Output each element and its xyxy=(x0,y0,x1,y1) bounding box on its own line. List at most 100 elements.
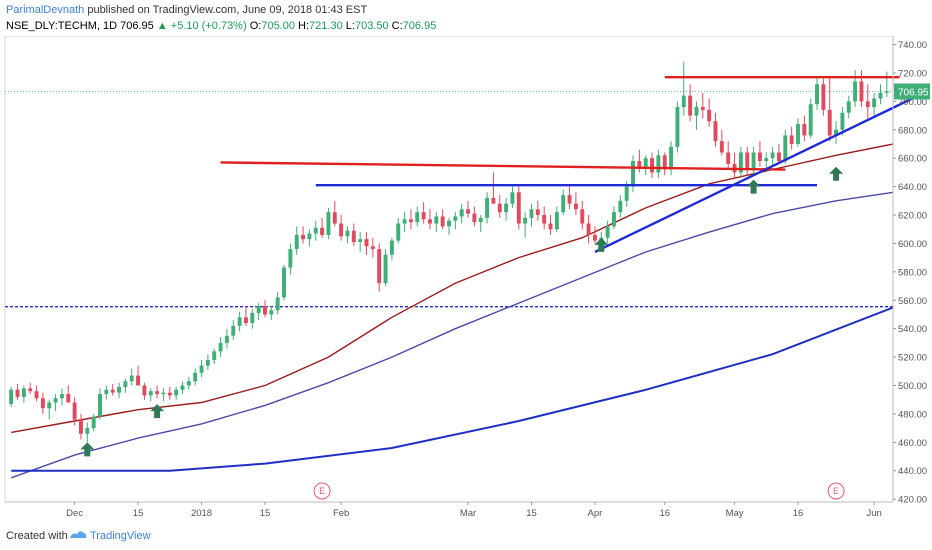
candle-body xyxy=(205,359,210,366)
candle-body xyxy=(796,124,800,144)
candle-body xyxy=(155,391,160,395)
candle xyxy=(840,107,845,136)
candle xyxy=(510,186,515,208)
tradingview-brand[interactable]: TradingView xyxy=(68,526,151,544)
candle xyxy=(567,186,572,210)
candle-body xyxy=(301,234,306,240)
candle-body xyxy=(250,313,255,323)
y-axis[interactable]: 740.00 720.00 700.00 680.00 660.00 640.00 620.… xyxy=(892,36,930,506)
candle xyxy=(688,84,693,122)
candle-body xyxy=(821,84,826,110)
candle xyxy=(669,141,674,176)
candle-body xyxy=(561,195,566,213)
candle xyxy=(358,232,363,252)
candle-body xyxy=(180,385,185,390)
candle xyxy=(243,305,248,326)
candle-body xyxy=(637,161,642,167)
candle xyxy=(218,337,223,358)
candle xyxy=(738,146,743,179)
up-arrow-icon xyxy=(829,166,844,181)
low-value: 703.50 xyxy=(354,20,389,32)
candle xyxy=(155,385,160,399)
candle-body xyxy=(554,212,559,230)
candle-body xyxy=(573,203,578,210)
candle xyxy=(757,141,762,167)
red-trendline[interactable] xyxy=(220,161,786,171)
earnings-marker[interactable]: E xyxy=(827,482,845,500)
candle-body xyxy=(237,317,242,326)
candle xyxy=(148,388,153,402)
candle-body xyxy=(834,129,839,136)
low-label: L: xyxy=(345,20,355,32)
candle xyxy=(301,226,306,244)
candle-body xyxy=(161,392,166,395)
x-tick-label: Apr xyxy=(588,508,603,519)
candle-body xyxy=(59,394,64,399)
ohlc-line: NSE_DLY:TECHM, 1D 706.95 ▲ +5.10 (+0.73%… xyxy=(6,20,436,32)
candle xyxy=(618,195,623,218)
trendlines-group[interactable] xyxy=(220,76,913,254)
candle-body xyxy=(764,158,769,162)
candle xyxy=(136,365,141,386)
x-tick-label: 15 xyxy=(260,508,271,519)
candle-body xyxy=(123,381,128,387)
candle xyxy=(174,386,179,400)
candle-body xyxy=(389,240,394,255)
up-arrow-icon xyxy=(150,404,165,419)
candle-body xyxy=(516,192,521,224)
candle-body xyxy=(129,375,134,382)
candle xyxy=(700,92,705,119)
candle-body xyxy=(478,217,483,223)
y-tick-label: 500.00 xyxy=(898,381,927,392)
candle xyxy=(751,146,756,176)
candle-body xyxy=(865,101,870,108)
earnings-marker[interactable]: E xyxy=(313,482,331,500)
blue-trendline[interactable] xyxy=(594,97,913,254)
candle xyxy=(85,422,90,443)
candle-body xyxy=(231,325,236,336)
y-tick-label: 740.00 xyxy=(898,40,927,51)
candle xyxy=(59,388,64,406)
candle xyxy=(675,101,680,153)
x-axis[interactable]: Dec15201815FebMar15Apr16May16Jun18 xyxy=(5,501,932,519)
candle-body xyxy=(98,394,102,417)
candle-body xyxy=(288,249,293,268)
candle xyxy=(808,98,813,139)
x-tick-label: Jun xyxy=(866,508,881,519)
candle xyxy=(129,368,134,386)
candle-body xyxy=(827,109,832,136)
up-arrow-icon xyxy=(80,442,95,457)
candle xyxy=(821,78,826,116)
candle xyxy=(846,95,851,119)
earnings-circle xyxy=(313,482,331,500)
candle xyxy=(580,200,585,230)
candle-body xyxy=(402,219,407,224)
candle-body xyxy=(28,388,33,392)
candle-body xyxy=(199,365,204,373)
footer: Created with TradingView xyxy=(0,523,932,550)
candle-body xyxy=(605,226,610,238)
candle-body xyxy=(66,394,71,403)
candle xyxy=(98,388,102,420)
close-value: 706.95 xyxy=(402,20,437,32)
candle-body xyxy=(548,223,553,230)
tradingview-logo-icon xyxy=(70,531,87,538)
candle xyxy=(167,386,172,400)
candle-body xyxy=(307,233,312,240)
candle xyxy=(643,155,648,176)
author-link[interactable]: ParimalDevnath xyxy=(6,4,85,16)
candle-body xyxy=(85,428,90,434)
candle-body xyxy=(656,155,661,173)
candle-body xyxy=(694,107,699,116)
candle-body xyxy=(770,152,775,159)
candle-body xyxy=(840,112,845,130)
y-tick-label: 480.00 xyxy=(898,409,927,420)
candle-body xyxy=(472,213,477,223)
candle-body xyxy=(497,203,502,213)
candle xyxy=(535,200,540,221)
x-tick-label: 16 xyxy=(793,508,804,519)
candle xyxy=(263,300,267,318)
candle xyxy=(47,399,52,420)
